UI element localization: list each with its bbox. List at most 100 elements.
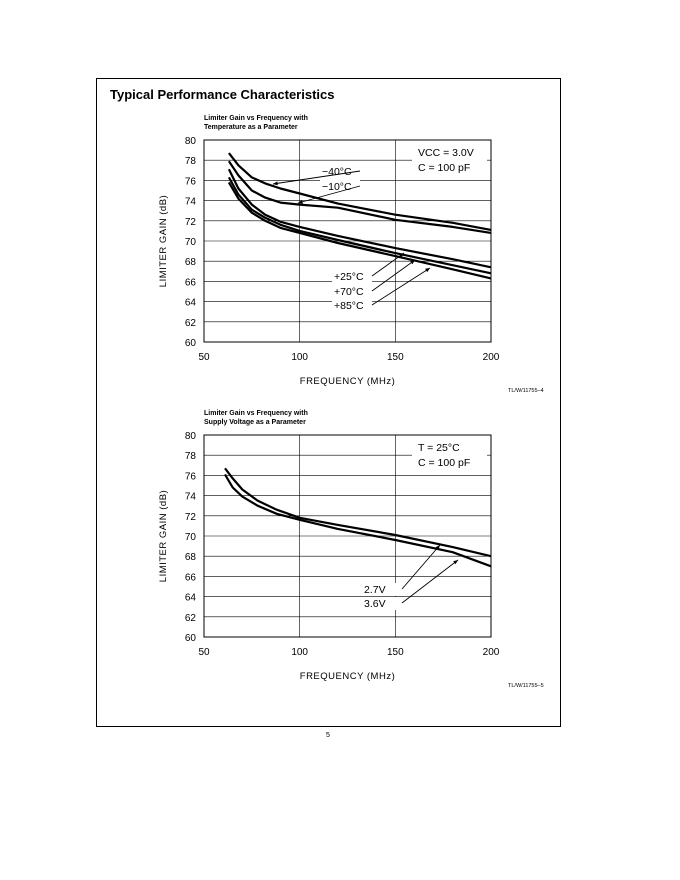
curve-label: −40°C	[272, 165, 361, 186]
chart-1-title-line-2: Temperature as a Parameter	[204, 124, 298, 131]
series-line-1	[228, 152, 492, 231]
curve-label: +70°C	[332, 259, 416, 298]
conditions-box: VCC = 3.0V C = 100 pF	[412, 142, 487, 176]
curve-label-text: +25°C	[334, 271, 364, 283]
curve-label-leader	[401, 559, 459, 604]
curve-label-arrowhead	[273, 181, 278, 186]
chart-2: 60 62 64 66 68 70 72 74 76 78 80 50 100 150 200 FREQUEN…	[158, 431, 500, 682]
curve-label-background	[362, 583, 402, 596]
chart-2-title-line-2: Supply Voltage as a Parameter	[204, 419, 306, 426]
x-tick-label: 50	[198, 352, 210, 363]
conditions-box-background	[412, 142, 487, 176]
curve-label-arrowhead	[453, 560, 458, 565]
y-tick-label: 80	[185, 136, 197, 147]
y-tick-label: 68	[185, 552, 197, 563]
conditions-box: T = 25°C C = 100 pF	[412, 437, 487, 471]
curve-label-leader	[272, 170, 361, 185]
y-tick-label: 70	[185, 237, 197, 248]
chart-1: 60 62 64 66 68 70 72 74 76 78 80 50 100 150 200 FREQUEN…	[158, 136, 500, 387]
y-tick-label: 76	[185, 176, 197, 187]
curve-label: −10°C	[297, 180, 361, 204]
curve-label-background	[332, 285, 372, 298]
series-line-2	[224, 473, 492, 568]
y-tick-label: 74	[185, 492, 197, 503]
curve-label: +25°C	[332, 252, 405, 283]
conditions-box-background	[412, 437, 487, 471]
conditions-line: C = 100 pF	[418, 162, 470, 174]
conditions-line: T = 25°C	[418, 442, 460, 454]
curve-label-arrowhead	[298, 199, 303, 204]
curve-label-leader	[371, 267, 431, 306]
page-frame	[96, 78, 561, 727]
curve-label-arrowhead	[425, 268, 430, 273]
curve-label-leader	[371, 252, 405, 277]
curve-label: 2.7V	[362, 544, 441, 596]
y-tick-label: 72	[185, 217, 197, 228]
plot-area-border	[203, 139, 492, 343]
x-tick-label: 100	[291, 352, 308, 363]
curve-label-text: 3.6V	[364, 598, 386, 610]
y-tick-label: 68	[185, 257, 197, 268]
x-axis-label: FREQUENCY (MHz)	[300, 671, 395, 682]
curve-label-background	[332, 299, 372, 312]
curve-label-leader	[401, 544, 441, 590]
y-tick-label: 62	[185, 318, 197, 329]
conditions-line: VCC = 3.0V	[418, 147, 474, 159]
curve-label-text: −40°C	[322, 166, 352, 178]
curve-label-background	[320, 180, 360, 193]
y-tick-label: 74	[185, 197, 197, 208]
x-tick-label: 200	[483, 647, 500, 658]
y-tick-label: 62	[185, 613, 197, 624]
x-tick-label: 50	[198, 647, 210, 658]
curve-label-background	[332, 270, 372, 283]
curve-label: 3.6V	[362, 559, 459, 610]
plot-area-border	[203, 434, 492, 638]
page-number: 5	[326, 732, 330, 739]
y-tick-label: 60	[185, 338, 197, 349]
series-line-1	[224, 467, 492, 558]
series-line-2	[227, 160, 492, 234]
chart-2-title-line-1: Limiter Gain vs Frequency with	[204, 410, 308, 417]
x-axis-label: FREQUENCY (MHz)	[300, 376, 395, 387]
curve-label-arrowhead	[435, 545, 440, 550]
chart-1-title-line-1: Limiter Gain vs Frequency with	[204, 115, 308, 122]
y-tick-label: 60	[185, 633, 197, 644]
y-tick-label: 64	[185, 298, 197, 309]
x-tick-label: 150	[387, 647, 404, 658]
conditions-line: C = 100 pF	[418, 457, 470, 469]
chart-2-figure-id: TL/W/11755–5	[508, 683, 544, 689]
y-tick-label: 66	[185, 572, 197, 583]
series-line-4	[227, 176, 492, 275]
section-title: Typical Performance Characteristics	[110, 87, 335, 102]
y-tick-label: 78	[185, 156, 197, 167]
y-tick-label: 78	[185, 451, 197, 462]
y-tick-label: 70	[185, 532, 197, 543]
curve-label-background	[362, 597, 402, 610]
series-line-3	[227, 168, 492, 269]
curve-label-leader	[371, 259, 416, 292]
curve-label-text: 2.7V	[364, 584, 386, 596]
series-line-5	[227, 181, 492, 280]
curve-label-text: −10°C	[322, 181, 352, 193]
curve-label: +85°C	[332, 267, 431, 312]
y-tick-label: 72	[185, 512, 197, 523]
x-tick-label: 100	[291, 647, 308, 658]
x-tick-label: 200	[483, 352, 500, 363]
curve-label-background	[320, 165, 360, 178]
chart-2-title: Limiter Gain vs Frequency with Supply Vo…	[204, 409, 374, 427]
curve-label-text: +70°C	[334, 286, 364, 298]
y-axis-label: LIMITER GAIN (dB)	[158, 195, 169, 287]
curve-label-leader	[297, 185, 361, 204]
chart-1-title: Limiter Gain vs Frequency with Temperatu…	[204, 114, 374, 132]
chart-1-figure-id: TL/W/11755–4	[508, 388, 544, 394]
curve-label-arrowhead	[399, 253, 404, 258]
y-tick-label: 66	[185, 277, 197, 288]
y-tick-label: 76	[185, 471, 197, 482]
x-tick-label: 150	[387, 352, 404, 363]
y-tick-label: 80	[185, 431, 197, 442]
curve-label-arrowhead	[410, 260, 415, 265]
y-tick-label: 64	[185, 593, 197, 604]
curve-label-text: +85°C	[334, 300, 364, 312]
y-axis-label: LIMITER GAIN (dB)	[158, 490, 169, 582]
